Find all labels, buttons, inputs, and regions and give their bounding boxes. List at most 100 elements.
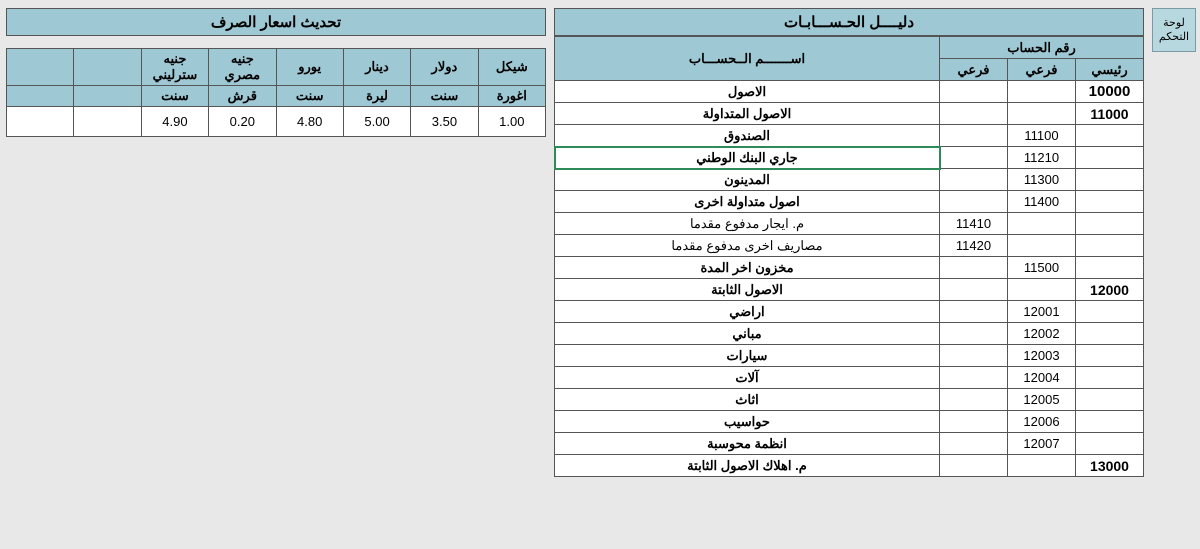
- account-name: مصاريف اخرى مدفوع مقدما: [555, 235, 940, 257]
- account-sub-number: 11300: [1008, 169, 1076, 191]
- exchange-rate-cell[interactable]: 5.00: [343, 107, 410, 137]
- account-name: الاصول المتداولة: [555, 103, 940, 125]
- account-name: مباني: [555, 323, 940, 345]
- account-sub-number: [1008, 213, 1076, 235]
- account-sub2-number: [940, 125, 1008, 147]
- account-name: آلات: [555, 367, 940, 389]
- table-row[interactable]: 11000الاصول المتداولة: [555, 103, 1144, 125]
- exchange-rate-cell[interactable]: 1.00: [478, 107, 545, 137]
- account-main-number: [1076, 367, 1144, 389]
- account-sub2-number: [940, 169, 1008, 191]
- account-name: سيارات: [555, 345, 940, 367]
- account-sub-number: [1008, 279, 1076, 301]
- table-row[interactable]: 12007 انظمة محوسبة: [555, 433, 1144, 455]
- table-row[interactable]: 12006حواسيب: [555, 411, 1144, 433]
- account-main-number: [1076, 433, 1144, 455]
- accounts-header-name: اســـــــم الــحســـاب: [555, 37, 940, 81]
- account-name: جاري البنك الوطني: [555, 147, 940, 169]
- account-main-number: [1076, 169, 1144, 191]
- accounts-panel: دليــــل الحـســـابـات رقم الحساب اســــ…: [554, 8, 1144, 477]
- account-sub-number: 11500: [1008, 257, 1076, 279]
- account-sub2-number: [940, 279, 1008, 301]
- account-sub-number: 12005: [1008, 389, 1076, 411]
- account-name: المدينون: [555, 169, 940, 191]
- accounts-header-numgroup: رقم الحساب: [940, 37, 1144, 59]
- account-sub2-number: 11410: [940, 213, 1008, 235]
- table-row[interactable]: 12001اراضي: [555, 301, 1144, 323]
- table-row[interactable]: 12000الاصول الثابتة: [555, 279, 1144, 301]
- account-sub2-number: [940, 367, 1008, 389]
- account-sub2-number: [940, 81, 1008, 103]
- table-row[interactable]: 11410م. ايجار مدفوع مقدما: [555, 213, 1144, 235]
- table-row[interactable]: 11400اصول متداولة اخرى: [555, 191, 1144, 213]
- account-sub-number: [1008, 81, 1076, 103]
- exchange-currency-header: جنيه سترليني: [141, 49, 208, 86]
- account-main-number: [1076, 389, 1144, 411]
- table-row[interactable]: 11500 مخزون اخر المدة: [555, 257, 1144, 279]
- account-sub2-number: [940, 147, 1008, 169]
- exchange-rate-cell[interactable]: 4.80: [276, 107, 343, 137]
- account-sub-number: 12001: [1008, 301, 1076, 323]
- table-row[interactable]: 12003سيارات: [555, 345, 1144, 367]
- exchange-unit-header: سنت: [411, 86, 478, 107]
- account-name: الاصول: [555, 81, 940, 103]
- accounts-header-sub: فرعي: [1008, 59, 1076, 81]
- account-sub2-number: [940, 389, 1008, 411]
- table-row[interactable]: 11420مصاريف اخرى مدفوع مقدما: [555, 235, 1144, 257]
- exchange-rate-cell[interactable]: 3.50: [411, 107, 478, 137]
- account-main-number: [1076, 345, 1144, 367]
- account-sub-number: 12004: [1008, 367, 1076, 389]
- exchange-unit-header: سنت: [141, 86, 208, 107]
- account-name: اثاث: [555, 389, 940, 411]
- control-panel-button[interactable]: لوحة التحكم: [1152, 8, 1196, 52]
- accounts-title: دليــــل الحـســـابـات: [554, 8, 1144, 36]
- exchange-title: تحديث اسعار الصرف: [6, 8, 546, 36]
- account-sub-number: 11210: [1008, 147, 1076, 169]
- table-row[interactable]: 11300 المدينون: [555, 169, 1144, 191]
- account-sub2-number: [940, 411, 1008, 433]
- accounts-table: رقم الحساب اســـــــم الــحســـاب رئيسي …: [554, 36, 1144, 477]
- account-name: الصندوق: [555, 125, 940, 147]
- exchange-rate-cell[interactable]: 4.90: [141, 107, 208, 137]
- exchange-unit-header: [7, 86, 74, 107]
- account-sub2-number: [940, 301, 1008, 323]
- table-row[interactable]: 12004 آلات: [555, 367, 1144, 389]
- account-name: م. ايجار مدفوع مقدما: [555, 213, 940, 235]
- account-sub-number: 12007: [1008, 433, 1076, 455]
- table-row[interactable]: 11100 الصندوق: [555, 125, 1144, 147]
- account-sub-number: 12002: [1008, 323, 1076, 345]
- account-name: مخزون اخر المدة: [555, 257, 940, 279]
- account-sub-number: 11100: [1008, 125, 1076, 147]
- account-main-number: [1076, 235, 1144, 257]
- account-main-number: 10000: [1076, 81, 1144, 103]
- exchange-currency-header: يورو: [276, 49, 343, 86]
- account-main-number: [1076, 323, 1144, 345]
- account-sub2-number: [940, 257, 1008, 279]
- account-name: م. اهلاك الاصول الثابتة: [555, 455, 940, 477]
- table-row[interactable]: 11210 جاري البنك الوطني: [555, 147, 1144, 169]
- account-name: انظمة محوسبة: [555, 433, 940, 455]
- exchange-unit-header: ليرة: [343, 86, 410, 107]
- exchange-rate-cell[interactable]: 0.20: [209, 107, 276, 137]
- table-row[interactable]: 13000م. اهلاك الاصول الثابتة: [555, 455, 1144, 477]
- account-sub2-number: [940, 345, 1008, 367]
- account-name: حواسيب: [555, 411, 940, 433]
- exchange-unit-header: اغورة: [478, 86, 545, 107]
- account-main-number: [1076, 191, 1144, 213]
- account-sub2-number: 11420: [940, 235, 1008, 257]
- account-sub-number: [1008, 235, 1076, 257]
- exchange-unit-header: قرش: [209, 86, 276, 107]
- exchange-rate-cell[interactable]: [7, 107, 74, 137]
- table-row[interactable]: 12002 مباني: [555, 323, 1144, 345]
- account-sub2-number: [940, 191, 1008, 213]
- account-main-number: [1076, 411, 1144, 433]
- table-row[interactable]: 12005 اثاث: [555, 389, 1144, 411]
- account-sub-number: [1008, 455, 1076, 477]
- exchange-unit-header: سنت: [276, 86, 343, 107]
- table-row[interactable]: 10000 الاصول: [555, 81, 1144, 103]
- exchange-rate-cell[interactable]: [74, 107, 141, 137]
- account-main-number: [1076, 125, 1144, 147]
- exchange-currency-header: دينار: [343, 49, 410, 86]
- account-main-number: [1076, 213, 1144, 235]
- exchange-currency-header: دولار: [411, 49, 478, 86]
